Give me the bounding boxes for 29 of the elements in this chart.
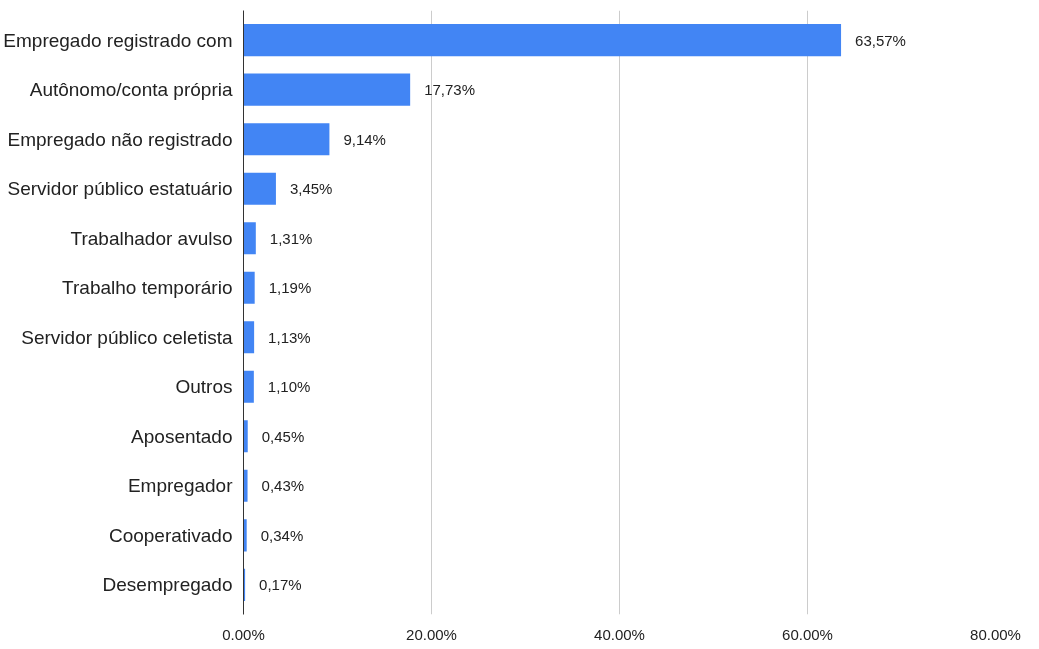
y-tick-label: Empregado registrado com (3, 29, 233, 51)
data-label: 1,13% (268, 328, 311, 346)
data-label: 0,43% (261, 477, 305, 495)
data-label: 63,57% (855, 31, 906, 49)
y-tick-label: Empregador (127, 475, 234, 497)
y-tick-label: Autônomo/conta própria (29, 79, 233, 101)
data-label: 17,73% (424, 81, 476, 99)
y-tick-label: Empregado não registrado (7, 128, 233, 150)
y-tick-label: Cooperativado (108, 524, 233, 546)
y-tick-label: Aposentado (131, 425, 233, 447)
x-tick-label: 40.00% (594, 625, 645, 643)
y-tick-label: Trabalhador avulso (70, 227, 233, 249)
data-label: 1,31% (269, 229, 313, 247)
data-label: 0,45% (261, 427, 305, 445)
x-tick-label: 20.00% (406, 625, 457, 643)
y-tick-label: Trabalho temporário (62, 277, 233, 299)
x-tick-label: 60.00% (782, 625, 833, 643)
y-tick-label: Servidor público estatuário (7, 178, 233, 200)
y-tick-label: Desempregado (102, 574, 233, 596)
y-tick-label: Servidor público celetista (21, 326, 233, 348)
data-label: 3,45% (289, 180, 333, 198)
data-label: 1,10% (267, 378, 311, 396)
x-tick-label: 0.00% (222, 625, 265, 643)
data-label: 9,14% (343, 130, 386, 148)
data-label: 0,17% (259, 576, 302, 594)
data-label: 1,19% (268, 279, 312, 297)
data-label: 0,34% (260, 526, 304, 544)
x-tick-label: 80.00% (970, 625, 1021, 643)
y-tick-label: Outros (175, 376, 233, 398)
